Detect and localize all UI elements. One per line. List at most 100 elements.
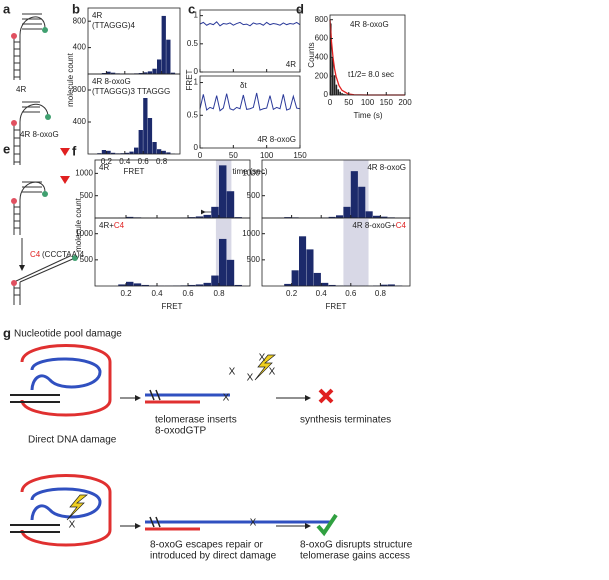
panel-label: 4R 8-oxoG (92, 77, 131, 86)
histogram-bar (350, 171, 358, 218)
fail-icon (318, 388, 334, 404)
dye-acceptor (72, 255, 78, 261)
histogram-bar (143, 98, 148, 154)
plot-frame (199, 9, 301, 73)
y-axis-label: molecule count (74, 197, 83, 252)
highlight-band (343, 218, 369, 286)
panel-letter: g (3, 325, 11, 340)
panel-letter: e (3, 141, 10, 156)
y-tick-label: 1000 (242, 168, 260, 177)
histogram-bar (129, 151, 134, 154)
x-tick-label: 100 (361, 98, 375, 107)
histogram-bar (341, 93, 343, 95)
x-tick-label: 150 (380, 98, 394, 107)
panel-letter: f (72, 143, 77, 158)
x-tick-label: 0.8 (213, 289, 225, 298)
y-tick-label: 400 (315, 52, 329, 61)
panel-label: (TTAGGG)3 TTAGGG (92, 87, 170, 96)
x-tick-label: 0 (328, 98, 333, 107)
y-tick-label: 1000 (242, 229, 260, 238)
histogram-bar (339, 91, 341, 95)
x-tick-label: 0.2 (286, 289, 298, 298)
histogram-bar (147, 118, 153, 154)
x-tick-label: 50 (344, 98, 353, 107)
histogram-bar (141, 284, 149, 286)
histogram-bar (337, 89, 340, 95)
histogram-bar (106, 150, 111, 154)
damage-mark: X (223, 393, 230, 404)
plot-frame (199, 75, 301, 149)
y-tick-label: 0 (194, 67, 199, 76)
y-tick-label: 1000 (75, 168, 93, 177)
histogram-bar (101, 150, 107, 154)
histogram-bar (166, 39, 171, 74)
x-tick-label: 150 (293, 151, 307, 160)
histogram-bar (203, 282, 211, 286)
panel-label: (TTAGGG)4 (92, 21, 136, 30)
construct-label: 4R (16, 85, 26, 94)
y-tick-label: 1 (194, 11, 199, 20)
y-tick-label: 800 (73, 85, 87, 94)
histogram-bar (219, 165, 227, 218)
panel-label: 4R (92, 11, 102, 20)
histogram-bar (203, 214, 211, 218)
histogram-bar (211, 206, 219, 218)
label-accent: C4 (396, 221, 407, 230)
x-tick-label: 0.4 (151, 289, 163, 298)
histogram-bar (138, 73, 143, 74)
dye-acceptor (42, 191, 48, 197)
y-tick-label: 500 (80, 191, 94, 200)
histogram-bar (380, 284, 388, 286)
histogram-bar (299, 236, 307, 286)
histogram-bar (343, 206, 351, 218)
label-part: 4R+ (99, 221, 114, 230)
histogram-bar (234, 284, 242, 286)
y-tick-label: 800 (315, 15, 329, 24)
step-label: 8-oxoG escapes repair or (150, 540, 264, 551)
histogram-bar (170, 72, 176, 74)
panel-letter: b (72, 1, 80, 16)
dye-donor (11, 198, 17, 204)
panel-label: 4R 8-oxoG (257, 135, 296, 144)
schematic-a (13, 13, 49, 165)
histogram-bar (335, 84, 338, 95)
damage-mark: X (247, 373, 254, 384)
histogram-bar (226, 191, 235, 218)
schematic-e (13, 181, 76, 305)
histogram-bar (124, 152, 130, 154)
histogram-bar (133, 283, 142, 286)
y-tick-label: 500 (247, 255, 261, 264)
result-label: synthesis terminates (300, 415, 391, 426)
histogram-bar (157, 59, 162, 74)
lightning-icon (254, 354, 276, 381)
panel-letter: c (188, 1, 195, 16)
trace-line (199, 21, 301, 27)
y-tick-label: 0.5 (187, 110, 199, 119)
histogram-bar (111, 72, 116, 74)
y-tick-label: 1 (194, 78, 199, 87)
damage-mark: X (250, 518, 257, 529)
y-tick-label: 400 (73, 43, 87, 52)
y-tick-label: 600 (315, 34, 329, 43)
step-label: 8-oxodGTP (155, 426, 206, 437)
damage-mark: X (69, 520, 76, 531)
panel-letter: a (3, 1, 11, 16)
histogram-bar (195, 216, 204, 218)
x-tick-label: 0.4 (316, 289, 328, 298)
y-axis-label: Counts (307, 42, 316, 67)
dye-donor (11, 120, 17, 126)
x-tick-label: 0.8 (156, 157, 168, 166)
y-tick-label: 0 (194, 143, 199, 152)
panel-label: 4R 8-oxoG (367, 163, 406, 172)
histogram-bar (211, 275, 219, 286)
panel-label: 4R+C4 (99, 221, 125, 230)
histogram-bar (126, 216, 134, 218)
fit-line (329, 19, 405, 96)
result-label: telomerase gains access (300, 551, 410, 562)
histogram-bar (152, 68, 157, 74)
histogram-bar (291, 270, 299, 286)
y-axis-label: FRET (185, 69, 194, 90)
step-label: introduced by direct damage (150, 551, 277, 562)
plot-frame (261, 217, 411, 287)
dye-acceptor (45, 114, 51, 120)
